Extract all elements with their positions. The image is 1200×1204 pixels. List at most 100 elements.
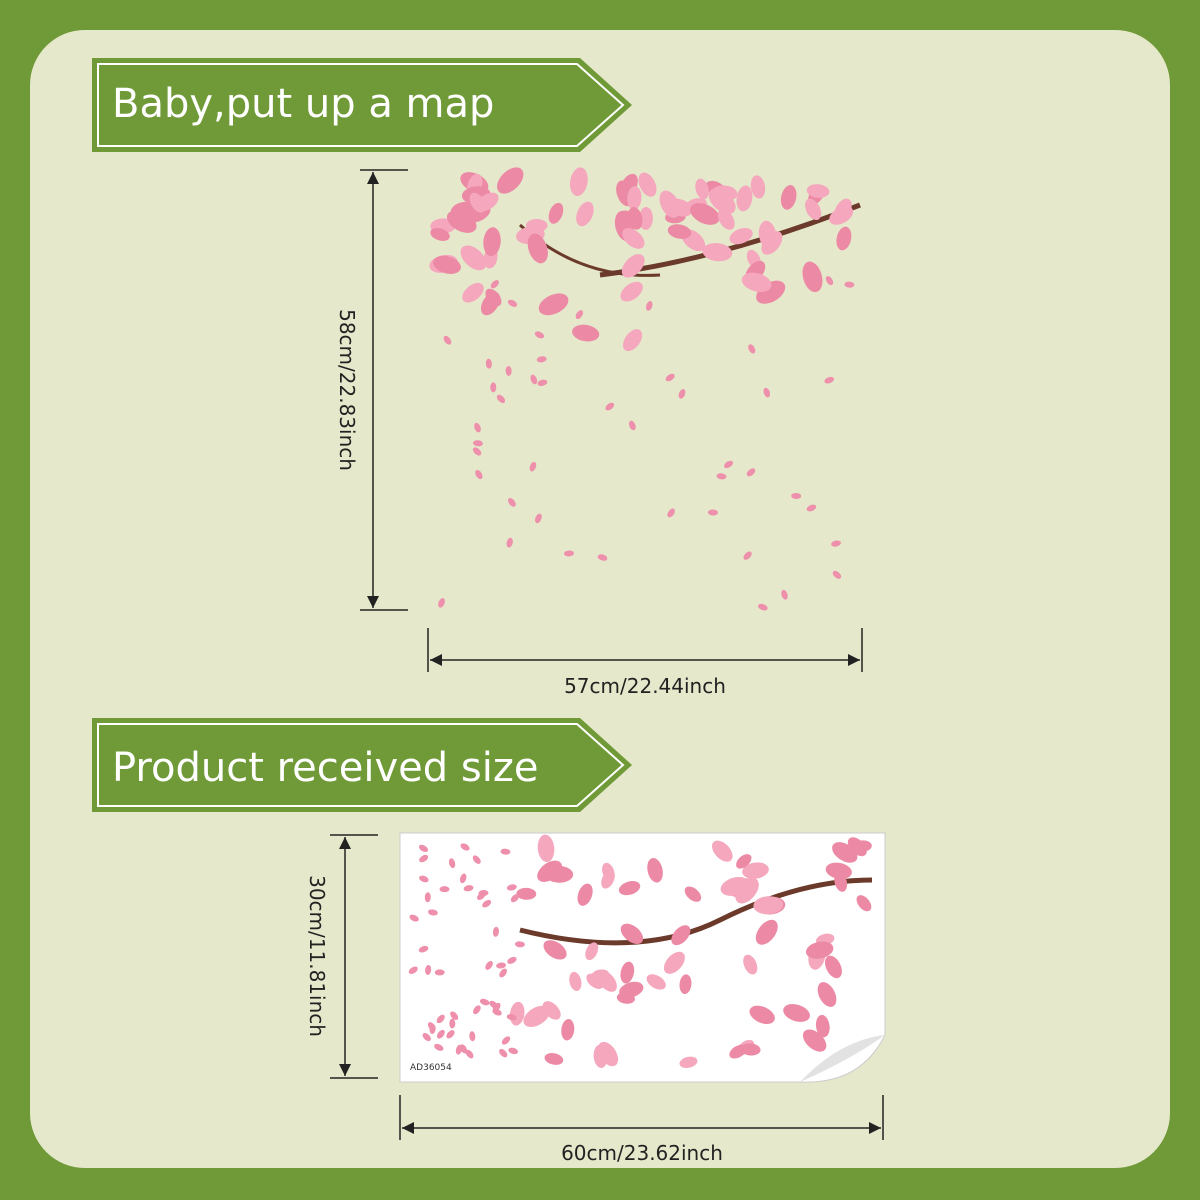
petal (462, 282, 484, 303)
petal (758, 220, 777, 250)
petal (755, 919, 778, 945)
petal (538, 293, 569, 316)
petal (449, 1018, 456, 1029)
petal (707, 509, 718, 516)
petal (690, 203, 720, 225)
banner-title: Product received size (112, 745, 538, 791)
petal (684, 886, 702, 902)
petal (781, 589, 788, 600)
petal (735, 877, 759, 904)
petal (695, 178, 709, 200)
petal (746, 468, 756, 477)
petal (483, 227, 501, 257)
petal (834, 198, 852, 222)
petal (791, 492, 802, 499)
petal (479, 998, 490, 1006)
petal (572, 324, 600, 342)
petal (543, 940, 567, 960)
petal (702, 243, 733, 262)
petal (783, 1004, 810, 1022)
petal (597, 554, 608, 561)
petal (516, 887, 537, 900)
petal (805, 198, 822, 221)
petal (505, 365, 512, 376)
petal (758, 603, 768, 611)
petal (419, 875, 429, 883)
petal (448, 858, 456, 869)
petal (806, 184, 830, 198)
petal (665, 373, 675, 382)
petal (665, 198, 693, 217)
petal (450, 1011, 459, 1020)
petal (569, 971, 582, 992)
petal (605, 402, 615, 411)
petal (667, 224, 692, 239)
petal (506, 537, 513, 548)
petal (443, 335, 452, 345)
petal (436, 1014, 445, 1024)
petal (717, 208, 735, 230)
petal (536, 356, 547, 363)
petal (711, 185, 738, 202)
petal (430, 227, 450, 241)
petal (645, 301, 653, 311)
petal (601, 870, 615, 889)
height-label: 58cm/22.83inch (335, 309, 359, 471)
petal (489, 1000, 499, 1009)
banner (92, 718, 632, 812)
petal (736, 854, 752, 869)
petal (729, 1044, 747, 1059)
petal (802, 1029, 827, 1052)
petal (434, 969, 445, 976)
petal (622, 228, 645, 249)
petal (527, 233, 548, 264)
petal (646, 974, 666, 990)
banner-outline (97, 63, 625, 147)
petal (638, 172, 657, 197)
petal (749, 1005, 775, 1025)
petal (647, 858, 663, 883)
petal (824, 955, 842, 979)
petal (465, 1049, 474, 1059)
blossoms (429, 167, 855, 611)
petal (780, 185, 797, 210)
banner-title: Baby,put up a map (112, 81, 494, 127)
petal (627, 186, 642, 210)
petal (496, 394, 506, 404)
petal (472, 855, 481, 864)
petal (585, 942, 599, 961)
petal (514, 941, 525, 948)
petal (537, 379, 548, 386)
petal (616, 992, 635, 1004)
petal (433, 255, 461, 274)
petal (497, 167, 524, 194)
banner-outline (97, 723, 625, 807)
petal (408, 966, 418, 975)
petal (460, 843, 470, 851)
petal (753, 896, 784, 915)
petal (743, 954, 758, 975)
petal (561, 1019, 575, 1041)
petal (418, 844, 429, 853)
petal (802, 261, 823, 293)
petal (815, 1014, 830, 1038)
petal (576, 201, 594, 227)
petal (741, 272, 772, 293)
petal (529, 461, 537, 472)
petal (763, 387, 771, 398)
petal (530, 374, 538, 385)
petal (474, 422, 481, 433)
petal (817, 982, 837, 1007)
petal (485, 358, 492, 369)
petal (639, 206, 653, 230)
petal (534, 331, 545, 339)
petal (472, 440, 483, 447)
product-code: AD36054 (410, 1063, 452, 1073)
petal (485, 288, 502, 307)
petal (663, 951, 685, 974)
petal (419, 854, 429, 863)
petal (750, 175, 766, 199)
petal (724, 460, 734, 469)
